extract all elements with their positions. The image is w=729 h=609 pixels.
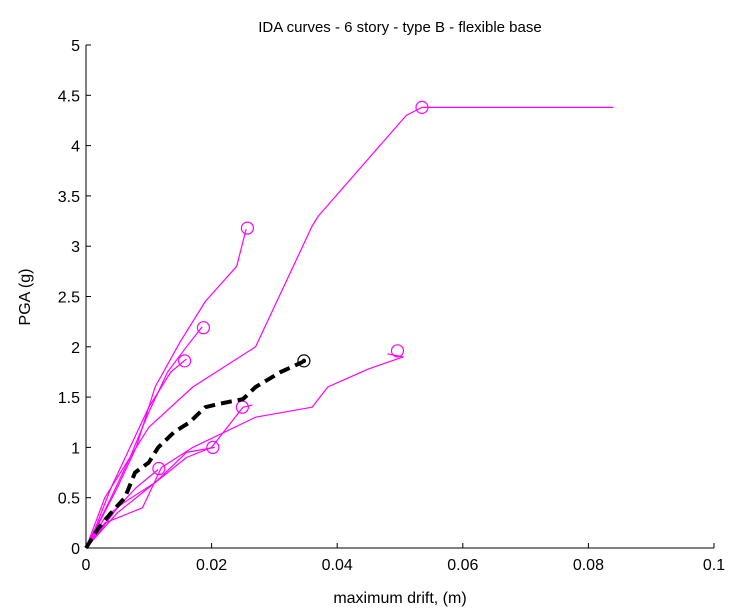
y-tick-label: 0 [71,541,80,558]
x-tick-label: 0.08 [573,557,604,574]
ida-curve-2-marker [240,221,254,235]
x-axis: 0 0.02 0.04 0.06 0.08 0.1 [82,543,725,574]
ida-curve-3 [85,326,203,549]
x-tick-label: 0.06 [447,557,478,574]
y-axis-label: PGA (g) [17,269,34,326]
median-marker-ring [297,354,311,368]
y-axis: 0 0.5 1 1.5 2 2.5 3 3.5 4 4.5 5 [58,38,91,558]
ida-curve-2 [85,228,247,549]
y-tick-label: 4.5 [58,88,80,105]
y-tick-label: 2.5 [58,290,80,307]
ida-curve-1 [85,106,614,549]
x-tick-label: 0.02 [196,557,227,574]
chart-title: IDA curves - 6 story - type B - flexible… [258,19,541,36]
y-tick-label: 2 [71,340,80,357]
x-tick-label: 0.04 [322,557,353,574]
y-tick-label: 0.5 [58,491,80,508]
x-axis-label: maximum drift, (m) [333,590,466,607]
ida-curve-4 [85,358,187,549]
ida-curve-3-marker [196,321,211,335]
ida-curve-5-marker [390,344,405,358]
y-tick-label: 1.5 [58,390,80,407]
ida-curve-1-marker [415,100,429,114]
ida-curve-5 [85,353,404,549]
ida-curve-4-marker [177,354,192,368]
x-tick-label: 0.1 [703,557,725,574]
ida-curve-8-marker [152,461,166,476]
x-tick-label: 0 [82,557,91,574]
median-marker-dot [301,358,307,364]
median-curve [84,360,304,550]
ida-curve-6 [85,404,253,549]
ida-curve-7 [85,446,215,549]
y-tick-label: 1 [71,440,80,457]
y-tick-label: 3.5 [58,189,80,206]
y-tick-label: 5 [71,38,80,55]
y-tick-label: 3 [71,239,80,256]
ida-curve-7-marker [206,440,220,454]
y-tick-label: 4 [71,139,80,156]
plot-area [84,100,614,550]
